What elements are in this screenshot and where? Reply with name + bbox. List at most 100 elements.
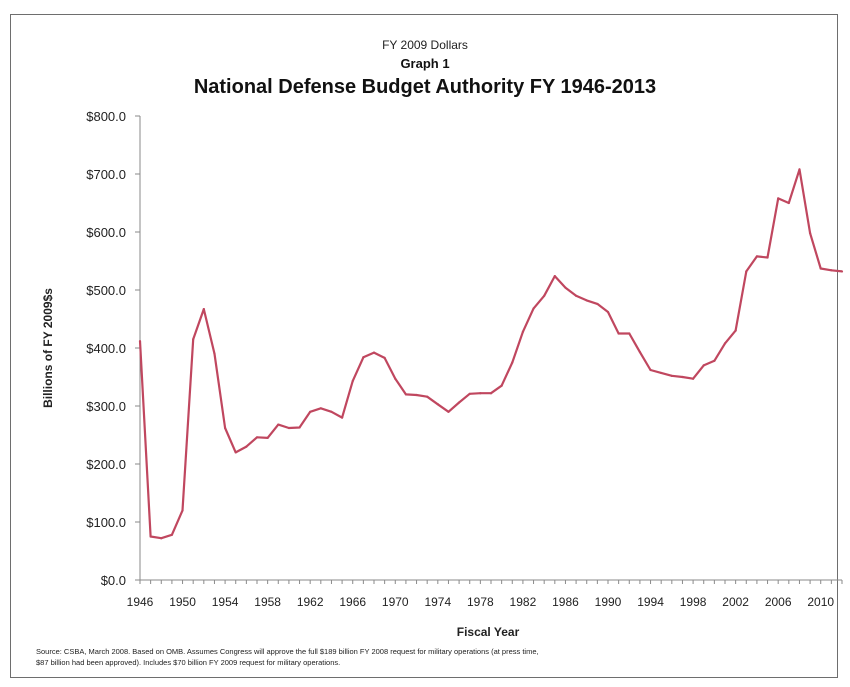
x-tick-label: 2010: [807, 595, 834, 609]
x-tick-label: 1958: [254, 595, 281, 609]
data-point: [798, 168, 801, 171]
data-point: [840, 270, 844, 273]
data-point: [574, 294, 578, 297]
source-note-line-2: $87 billion had been approved). Includes…: [36, 658, 341, 667]
data-point: [415, 393, 418, 397]
data-point: [149, 535, 152, 538]
data-point: [713, 359, 716, 362]
y-axis-label: Billions of FY 2009$s: [41, 288, 55, 408]
x-tick-label: 1982: [510, 595, 537, 609]
data-point: [500, 384, 503, 387]
data-point: [277, 423, 280, 426]
y-tick-label: $300.0: [86, 399, 126, 414]
data-point: [585, 299, 588, 302]
data-point: [223, 426, 227, 430]
data-point: [628, 332, 631, 335]
data-point: [202, 308, 205, 311]
x-tick-label: 1998: [680, 595, 707, 609]
data-point: [351, 379, 354, 383]
y-tick-label: $700.0: [86, 167, 126, 182]
data-point: [670, 374, 673, 377]
data-points: [138, 168, 844, 540]
data-point: [596, 302, 599, 306]
data-point: [606, 310, 610, 314]
data-point: [691, 377, 695, 380]
data-point: [457, 401, 461, 404]
data-point: [649, 368, 652, 372]
data-point: [436, 403, 439, 406]
data-point: [787, 201, 790, 205]
data-point: [745, 270, 748, 273]
data-point: [404, 393, 408, 396]
x-tick-label: 1962: [297, 595, 324, 609]
y-tick-label: $200.0: [86, 457, 126, 472]
data-point: [755, 255, 759, 258]
data-point: [777, 197, 780, 200]
source-note: Source: CSBA, March 2008. Based on OMB. …: [36, 646, 796, 668]
data-point: [309, 410, 312, 413]
x-tick-label: 2006: [765, 595, 792, 609]
data-point: [287, 426, 291, 430]
y-tick-label: $400.0: [86, 341, 126, 356]
x-tick-label: 1954: [212, 595, 239, 609]
x-ticks: 1946 1950 1954 1958 1962 1966 1970 1974 1978 1982…: [127, 580, 843, 609]
y-tick-label: $0.0: [101, 573, 126, 588]
data-point: [564, 286, 567, 289]
data-point: [617, 332, 620, 335]
data-point: [638, 350, 642, 354]
data-point: [532, 307, 535, 310]
data-point: [330, 410, 333, 413]
data-point: [160, 537, 163, 540]
data-point: [766, 256, 769, 259]
data-point: [255, 436, 259, 439]
data-point: [192, 338, 195, 341]
data-point: [521, 330, 525, 333]
chart-frame: [10, 14, 838, 678]
x-tick-label: 1978: [467, 595, 494, 609]
data-point: [394, 377, 397, 380]
data-point: [734, 329, 737, 332]
x-tick-label: 1966: [339, 595, 366, 609]
x-tick-label: 1990: [595, 595, 622, 609]
x-tick-label: 1986: [552, 595, 579, 609]
data-point: [213, 352, 216, 355]
data-point: [479, 392, 482, 395]
y-ticks: $0.0 $100.0 $200.0 $300.0 $400.0 $500.0 $600.0…: [86, 109, 140, 588]
data-point: [245, 445, 248, 448]
data-point: [511, 361, 514, 364]
data-point: [447, 410, 450, 413]
data-point: [383, 356, 386, 359]
data-point: [723, 342, 727, 345]
data-point: [830, 269, 833, 272]
y-tick-label: $500.0: [86, 283, 126, 298]
data-point: [181, 509, 184, 512]
y-tick-label: $600.0: [86, 225, 126, 240]
chart-title: National Defense Budget Authority FY 194…: [193, 76, 657, 98]
x-tick-label: 1950: [169, 595, 196, 609]
data-point: [362, 356, 365, 359]
chart-subtitle: FY 2009 Dollars: [382, 38, 468, 52]
graph-number: Graph 1: [400, 56, 450, 71]
data-point: [543, 294, 546, 297]
data-point: [340, 416, 344, 419]
data-point: [426, 395, 429, 398]
data-point: [553, 274, 556, 278]
x-tick-label: 1970: [382, 595, 409, 609]
series-line-defense-budget: [138, 168, 843, 540]
data-point: [681, 375, 684, 379]
x-tick-label: 1946: [127, 595, 154, 609]
x-tick-label: 1974: [424, 595, 451, 609]
data-point: [372, 351, 376, 354]
data-point: [298, 426, 301, 429]
x-axis-label: Fiscal Year: [457, 625, 520, 639]
y-tick-label: $800.0: [86, 109, 126, 124]
data-point: [702, 364, 705, 367]
data-point: [170, 533, 174, 536]
data-point: [266, 436, 269, 439]
data-point: [468, 392, 471, 395]
data-point: [660, 371, 663, 375]
x-tick-label: 2002: [722, 595, 749, 609]
data-point: [319, 407, 322, 410]
data-point: [489, 392, 493, 395]
